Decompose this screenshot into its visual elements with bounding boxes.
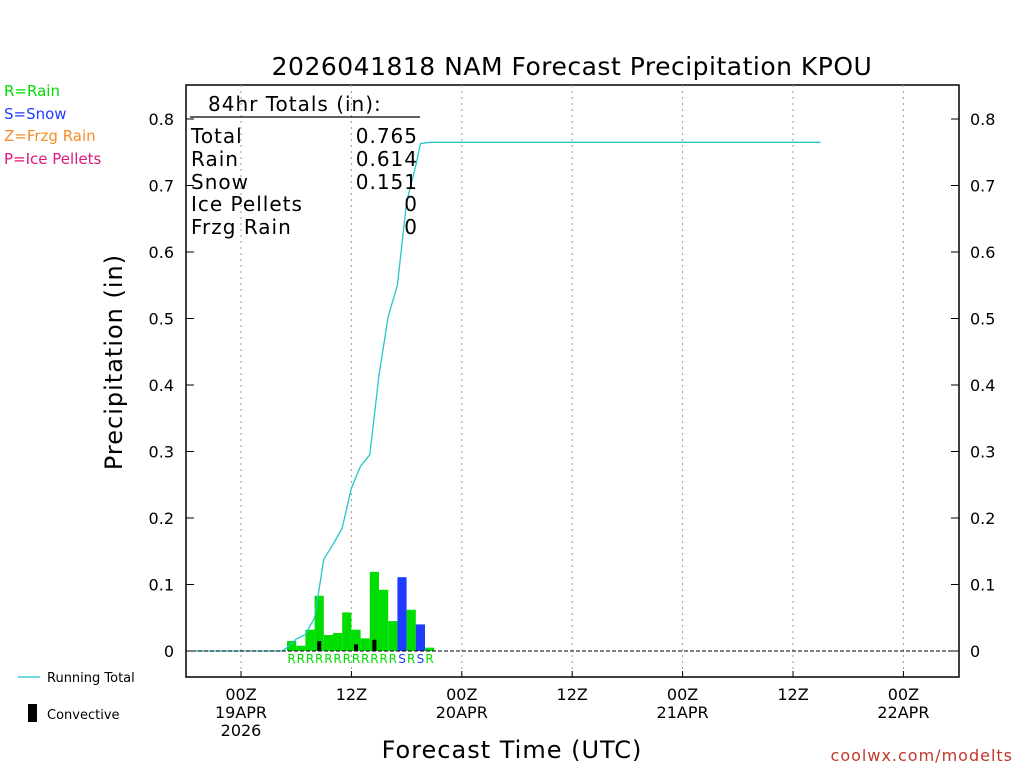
precip-bar — [333, 633, 343, 651]
totals-label: Total — [190, 124, 243, 148]
legend-ice-pellets: P=Ice Pellets — [4, 150, 101, 168]
y-axis-right: 0 0.1 0.2 0.3 0.4 0.5 0.6 0.7 0.8 — [951, 110, 995, 661]
x-tick-label: 00Z — [888, 685, 919, 704]
totals-value: 0 — [404, 192, 418, 216]
y-tick-label: 0.2 — [970, 509, 995, 528]
totals-value: 0.614 — [356, 147, 418, 171]
y-tick-label: 0.1 — [149, 576, 174, 595]
convective-swatch — [28, 704, 37, 722]
y-tick-label: 0.4 — [970, 376, 995, 395]
y-tick-label: 0 — [164, 642, 174, 661]
precip-type-label: R — [287, 652, 295, 666]
x-tick-label: 21APR — [657, 703, 709, 722]
precip-type-label: R — [379, 652, 387, 666]
y-axis-label: Precipitation (in) — [100, 254, 128, 470]
precip-type-label: R — [324, 652, 332, 666]
totals-value: 0.765 — [356, 124, 418, 148]
precip-type-label: S — [398, 652, 406, 666]
legend-snow: S=Snow — [4, 105, 67, 123]
chart-title: 2026041818 NAM Forecast Precipitation KP… — [272, 52, 873, 81]
legend-frzg-rain: Z=Frzg Rain — [4, 127, 96, 145]
precip-bar — [415, 624, 425, 651]
totals-value: 0.151 — [356, 170, 418, 194]
precip-bar — [305, 629, 315, 651]
credit-text: coolwx.com/modelts — [831, 746, 1013, 765]
precip-type-label: R — [333, 652, 341, 666]
y-axis-left: 0 0.1 0.2 0.3 0.4 0.5 0.6 0.7 0.8 — [149, 110, 194, 661]
y-tick-label: 0.6 — [149, 243, 174, 262]
totals-label: Ice Pellets — [191, 192, 303, 216]
y-tick-label: 0.7 — [149, 177, 174, 196]
precip-bar — [360, 638, 370, 651]
legend-convective: Convective — [47, 708, 120, 723]
x-axis-label: Forecast Time (UTC) — [382, 736, 643, 764]
precip-type-label: S — [417, 652, 425, 666]
precip-bar — [425, 647, 435, 651]
precip-bar — [351, 629, 361, 651]
precip-bar — [287, 641, 297, 651]
legend-running-total: Running Total — [47, 671, 135, 686]
precip-bar — [388, 621, 398, 651]
precip-bar — [342, 612, 352, 651]
y-tick-label: 0.5 — [970, 310, 995, 329]
precip-bar — [296, 645, 306, 651]
totals-label: Rain — [191, 147, 239, 171]
convective-bar — [372, 639, 377, 651]
precip-type-label: R — [370, 652, 378, 666]
totals-value: 0 — [404, 215, 418, 239]
totals-header: 84hr Totals (in): — [208, 92, 382, 116]
y-tick-label: 0.5 — [149, 310, 174, 329]
precip-type-label: R — [352, 652, 360, 666]
x-tick-label: 00Z — [225, 685, 256, 704]
x-tick-label: 00Z — [667, 685, 698, 704]
y-tick-label: 0.7 — [970, 177, 995, 196]
y-tick-label: 0.2 — [149, 509, 174, 528]
legend-rain: R=Rain — [4, 82, 60, 100]
precip-type-label: R — [361, 652, 369, 666]
x-tick-label: 00Z — [446, 685, 477, 704]
y-tick-label: 0.1 — [970, 576, 995, 595]
running-total-line — [195, 141, 821, 652]
precip-bars — [287, 571, 435, 651]
precip-type-label: R — [407, 652, 415, 666]
y-tick-label: 0.3 — [970, 443, 995, 462]
y-tick-label: 0.8 — [149, 110, 174, 129]
precip-bar — [397, 577, 407, 651]
precip-type-label: R — [306, 652, 314, 666]
x-tick-label: 19APR — [215, 703, 267, 722]
convective-bar — [354, 644, 358, 651]
precip-bar — [323, 635, 333, 651]
x-tick-label: 20APR — [436, 703, 488, 722]
x-tick-label: 12Z — [336, 685, 367, 704]
convective-bar — [317, 641, 322, 651]
totals-label: Snow — [191, 170, 249, 194]
precip-bar — [314, 595, 324, 651]
precip-bar — [379, 589, 389, 651]
x-tick-label: 12Z — [557, 685, 588, 704]
totals-box: 84hr Totals (in): Total 0.765 Rain 0.614… — [190, 92, 420, 239]
x-tick-label: 22APR — [877, 703, 929, 722]
precip-bar — [406, 609, 416, 651]
y-tick-label: 0.4 — [149, 376, 174, 395]
precip-type-label: R — [389, 652, 397, 666]
precip-type-label: R — [315, 652, 323, 666]
totals-label: Frzg Rain — [191, 215, 292, 239]
precip-bar — [369, 571, 379, 651]
y-tick-label: 0.6 — [970, 243, 995, 262]
y-tick-label: 0 — [970, 642, 980, 661]
precip-type-label: R — [343, 652, 351, 666]
vertical-gridlines — [240, 85, 904, 677]
y-tick-label: 0.8 — [970, 110, 995, 129]
y-tick-label: 0.3 — [149, 443, 174, 462]
x-tick-label: 12Z — [777, 685, 808, 704]
precip-type-label: R — [297, 652, 305, 666]
precip-type-label: R — [425, 652, 433, 666]
x-tick-label: 2026 — [221, 721, 262, 740]
